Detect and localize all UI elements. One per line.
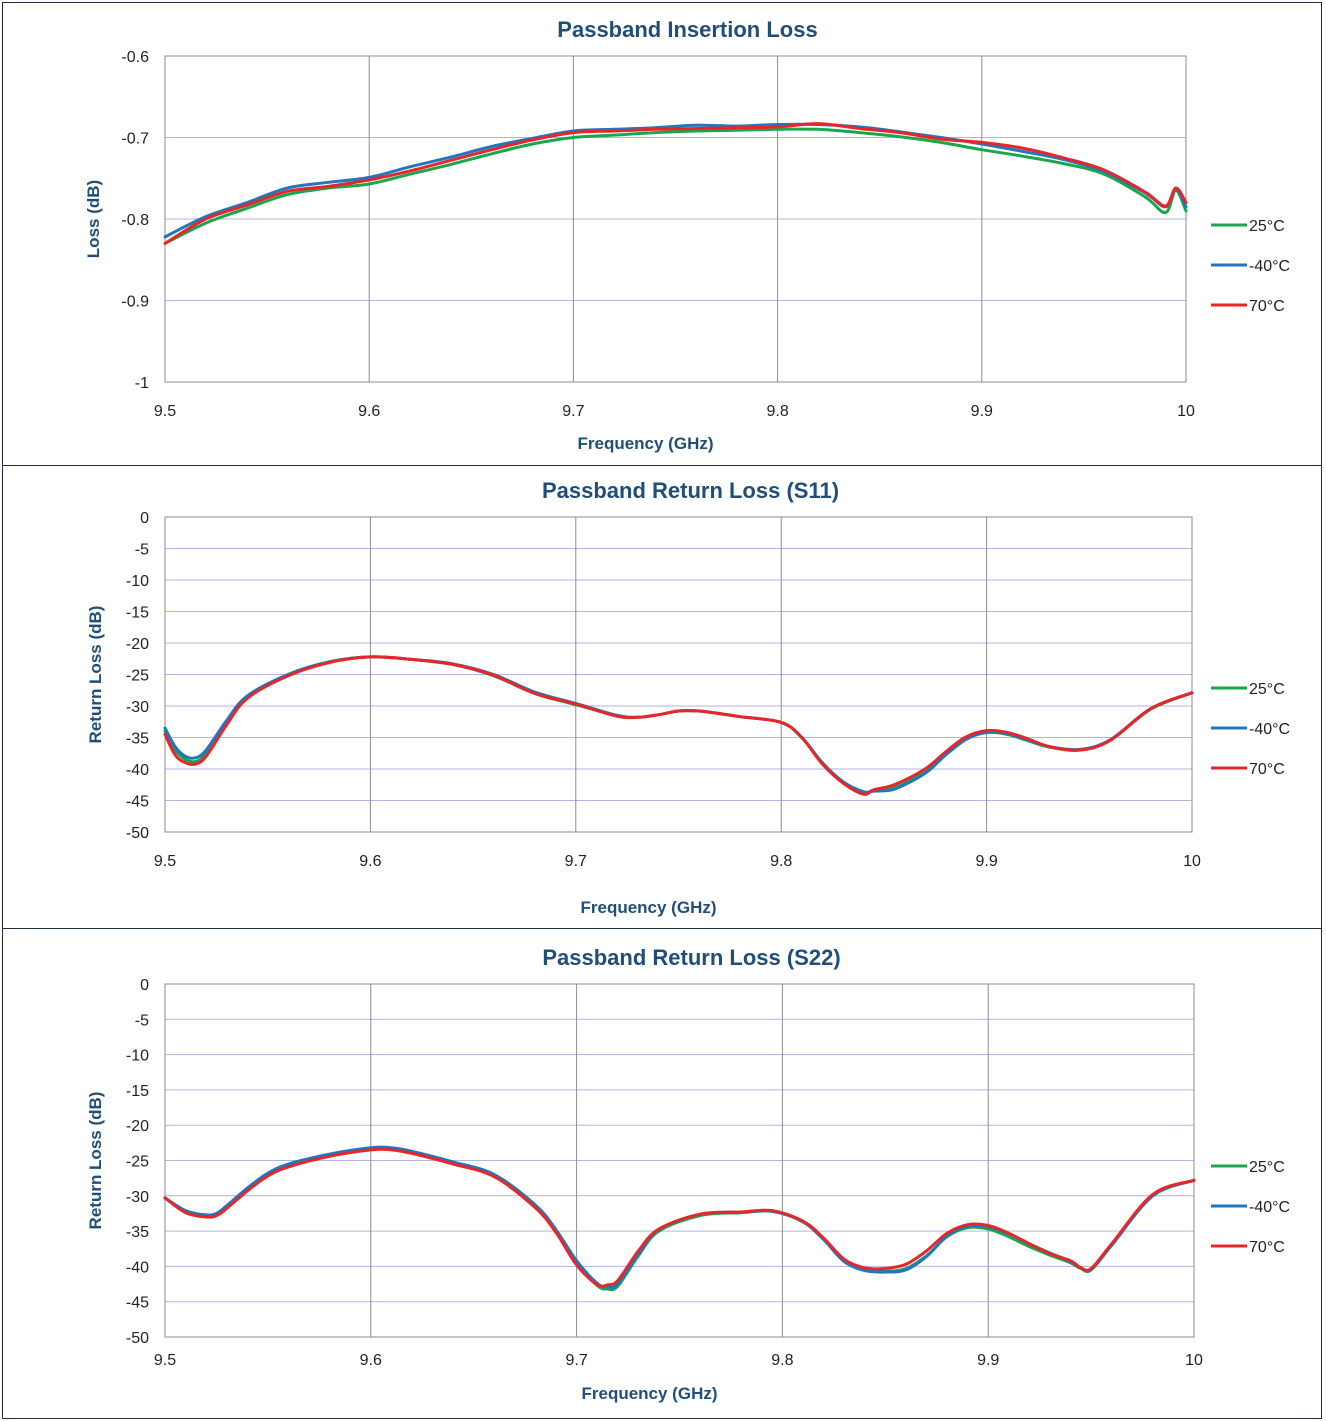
plot-area [164, 55, 1187, 383]
y-tick-label: -15 [126, 605, 149, 622]
x-tick-label: 9.6 [360, 1352, 382, 1369]
x-tick-label: 10 [1177, 403, 1195, 420]
x-tick-label: 9.8 [770, 853, 792, 870]
y-tick-label: -1 [135, 375, 149, 392]
y-tick-label: 0 [140, 510, 149, 527]
chart-title: Passband Return Loss (S11) [542, 478, 839, 503]
legend-label: 25°C [1249, 681, 1285, 698]
legend-label: -40°C [1249, 258, 1290, 275]
plot-area [164, 983, 1195, 1338]
x-tick-label: 9.6 [358, 403, 380, 420]
y-tick-label: -15 [126, 1083, 149, 1100]
series-line-2 [163, 655, 1194, 796]
y-tick-label: -10 [126, 1048, 149, 1065]
y-tick-label: -25 [126, 668, 149, 685]
x-tick-label: 9.9 [977, 1352, 999, 1369]
plot-area [164, 516, 1193, 833]
y-tick-label: -25 [126, 1154, 149, 1171]
chart-svg: 0 -5 -10 -15 -20 -25 -30 -35 -40 -45 -50 9.5 9.6 9.7 9… [86, 478, 1290, 917]
series-line-2 [163, 122, 1188, 245]
y-axis-label: Return Loss (dB) [86, 1092, 105, 1230]
series-line-2 [163, 1147, 1196, 1288]
y-tick-label: -0.9 [121, 294, 149, 311]
x-tick-label: 9.9 [975, 853, 997, 870]
y-tick-label: -45 [126, 794, 149, 811]
y-tick-label: -30 [126, 1189, 149, 1206]
x-tick-label: 9.5 [154, 853, 176, 870]
x-tick-label: 9.7 [562, 403, 584, 420]
y-tick-label: -0.6 [121, 49, 149, 66]
y-tick-label: -35 [126, 731, 149, 748]
chart-title: Passband Insertion Loss [557, 17, 817, 42]
x-axis-label: Frequency (GHz) [577, 434, 713, 453]
x-tick-label: 9.8 [766, 403, 788, 420]
y-tick-label: -10 [126, 573, 149, 590]
legend-label: 70°C [1249, 1239, 1285, 1256]
y-tick-label: -30 [126, 699, 149, 716]
x-tick-label: 9.9 [971, 403, 993, 420]
x-tick-label: 9.6 [359, 853, 381, 870]
y-tick-label: -5 [135, 542, 149, 559]
x-tick-label: 9.8 [771, 1352, 793, 1369]
y-axis-label: Return Loss (dB) [86, 606, 105, 744]
x-tick-label: 9.5 [154, 1352, 176, 1369]
y-tick-label: 0 [140, 977, 149, 994]
series-line-0 [163, 655, 1194, 795]
y-tick-label: -5 [135, 1012, 149, 1029]
legend-label: 70°C [1249, 298, 1285, 315]
chart-svg: -0.6 -0.7 -0.8 -0.9 -1 9.5 9.6 9.7 9.8 9.9 10 Passb… [84, 17, 1290, 453]
legend-label: -40°C [1249, 1199, 1290, 1216]
y-tick-label: -40 [126, 1259, 149, 1276]
y-axis-label: Loss (dB) [84, 180, 103, 258]
s11-return-loss-chart: 0 -5 -10 -15 -20 -25 -30 -35 -40 -45 -50 9.5 9.6 9.7 9… [2, 465, 1322, 929]
y-tick-label: -50 [126, 825, 149, 842]
x-axis-label: Frequency (GHz) [580, 898, 716, 917]
series-line-1 [163, 655, 1194, 794]
x-tick-label: 9.5 [154, 403, 176, 420]
y-tick-label: -0.7 [121, 131, 149, 148]
y-tick-label: -45 [126, 1295, 149, 1312]
legend-label: 25°C [1249, 218, 1285, 235]
chart-svg: 0 -5 -10 -15 -20 -25 -30 -35 -40 -45 -50 9.5 9.6 9.7 9… [86, 945, 1290, 1403]
s22-return-loss-chart: 0 -5 -10 -15 -20 -25 -30 -35 -40 -45 -50 9.5 9.6 9.7 9… [2, 928, 1322, 1419]
series-line-1 [163, 122, 1188, 239]
legend-label: -40°C [1249, 721, 1290, 738]
y-tick-label: -40 [126, 762, 149, 779]
y-tick-label: -20 [126, 1118, 149, 1135]
y-tick-label: -0.8 [121, 212, 149, 229]
chart-title: Passband Return Loss (S22) [542, 945, 840, 970]
legend-label: 70°C [1249, 761, 1285, 778]
y-tick-label: -20 [126, 636, 149, 653]
legend-label: 25°C [1249, 1159, 1285, 1176]
x-tick-label: 9.7 [565, 1352, 587, 1369]
insertion-loss-chart: -0.6 -0.7 -0.8 -0.9 -1 9.5 9.6 9.7 9.8 9.9 10 Passb… [2, 2, 1322, 466]
x-tick-label: 9.7 [565, 853, 587, 870]
y-tick-label: -35 [126, 1224, 149, 1241]
x-tick-label: 10 [1183, 853, 1201, 870]
x-axis-label: Frequency (GHz) [581, 1384, 717, 1403]
x-tick-label: 10 [1185, 1352, 1203, 1369]
y-tick-label: -50 [126, 1330, 149, 1347]
series-line-0 [163, 127, 1188, 245]
